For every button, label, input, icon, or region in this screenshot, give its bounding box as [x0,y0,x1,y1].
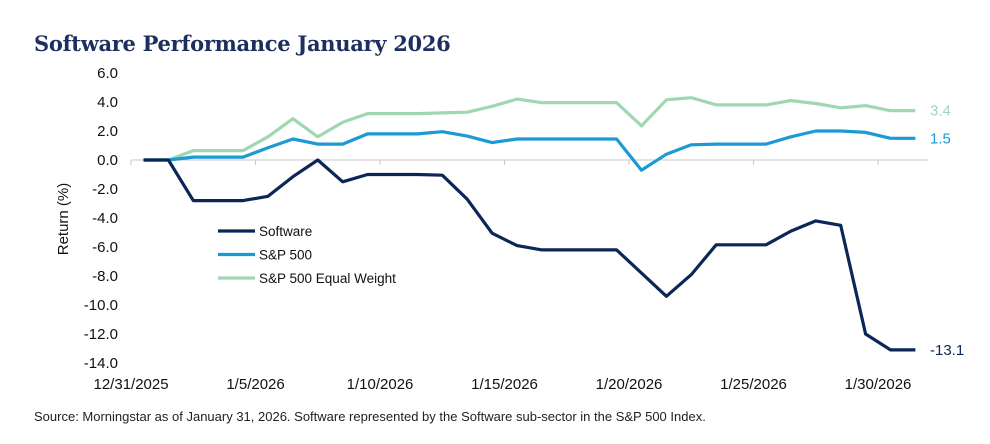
legend-label: Software [259,224,312,239]
y-tick-label: -8.0 [92,268,118,285]
x-tick-label: 1/5/2026 [226,376,284,393]
legend-label: S&P 500 [259,248,312,263]
y-tick-label: 4.0 [97,94,118,111]
y-tick-label: -2.0 [92,181,118,198]
end-value-label: -13.1 [930,342,964,359]
x-tick-label: 1/25/2026 [720,376,787,393]
y-tick-label: 2.0 [97,123,118,140]
x-tick-label: 1/10/2026 [347,376,414,393]
y-tick-label: -6.0 [92,239,118,256]
x-tick-label: 1/20/2026 [596,376,663,393]
y-axis-label: Return (%) [55,183,72,256]
series-line-software [143,158,916,352]
end-value-label: 1.5 [930,130,951,147]
chart-title: Software Performance January 2026 [34,31,451,56]
x-tick-label: 1/30/2026 [845,376,912,393]
legend-label: S&P 500 Equal Weight [259,271,396,286]
end-value-label: 3.4 [930,103,951,120]
y-tick-label: 6.0 [97,65,118,82]
y-tick-label: 0.0 [97,152,118,169]
series-line-s-p-500-equal-weight [143,96,916,162]
series-line-s-p-500 [143,129,916,172]
source-note: Source: Morningstar as of January 31, 20… [34,409,706,424]
y-tick-label: -12.0 [84,326,118,343]
x-tick-label: 1/15/2026 [471,376,538,393]
y-tick-label: -14.0 [84,355,118,372]
x-tick-label: 12/31/2025 [94,376,169,393]
y-tick-label: -4.0 [92,210,118,227]
y-tick-label: -10.0 [84,297,118,314]
